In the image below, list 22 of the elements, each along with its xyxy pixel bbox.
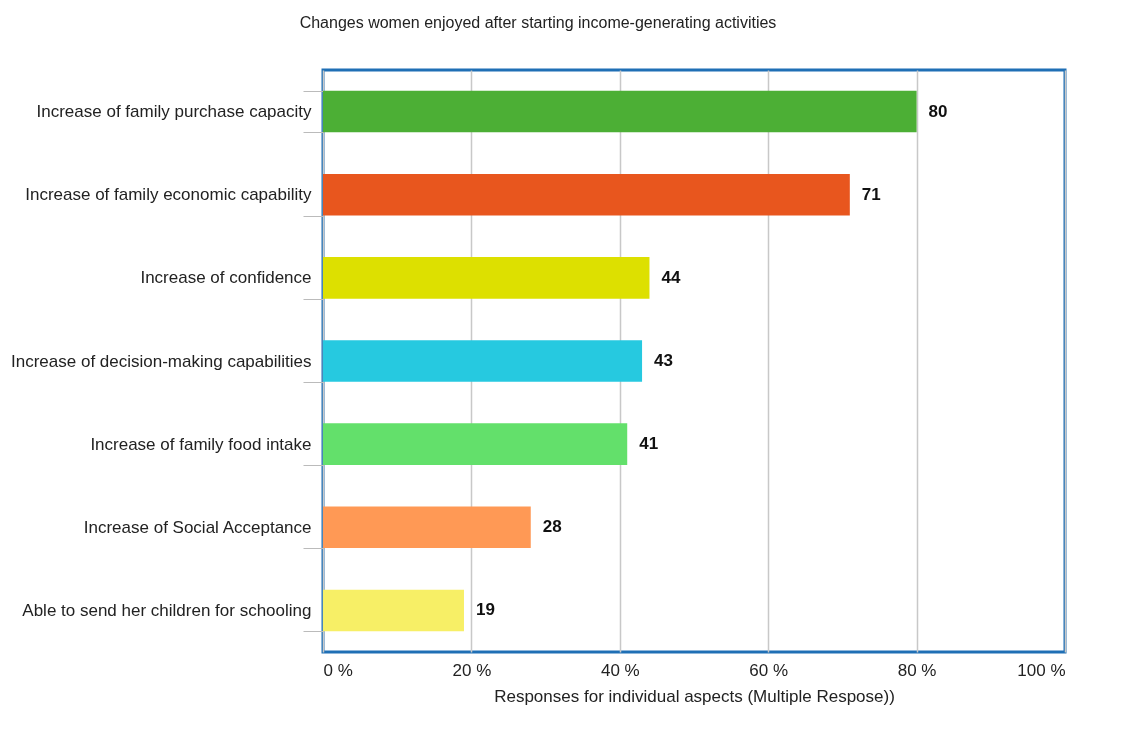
y-tick-label: Increase of Social Acceptance	[83, 517, 312, 537]
y-tick-label: Increase of family food intake	[90, 434, 312, 454]
x-tick-label: 0 %	[323, 660, 353, 680]
data-label: 19	[475, 600, 495, 620]
x-axis-title: Responses for individual aspects (Multiple Respose))	[494, 686, 895, 706]
x-tick-label: 80 %	[897, 660, 937, 680]
x-tick-label: 60 %	[749, 660, 789, 680]
data-label: 71	[861, 184, 881, 204]
chart-title: Changes women enjoyed after starting income-generating activities	[299, 14, 777, 31]
data-label: 80	[928, 101, 948, 121]
y-tick-label: Able to send her children for schooling	[22, 600, 312, 620]
y-tick-label: Increase of family purchase capacity	[36, 102, 312, 122]
data-label: 28	[542, 517, 562, 537]
y-tick-label: Increase of decision-making capabilities	[11, 351, 312, 371]
y-tick-label: Increase of family economic capability	[25, 185, 312, 205]
x-tick-label: 40 %	[600, 660, 640, 680]
x-tick-label: 100 %	[1017, 660, 1066, 680]
data-label: 43	[654, 351, 673, 370]
x-tick-label: 20 %	[452, 660, 492, 680]
data-label: 41	[639, 434, 659, 454]
y-tick-label: Increase of confidence	[140, 268, 312, 288]
data-label: 44	[661, 267, 681, 287]
